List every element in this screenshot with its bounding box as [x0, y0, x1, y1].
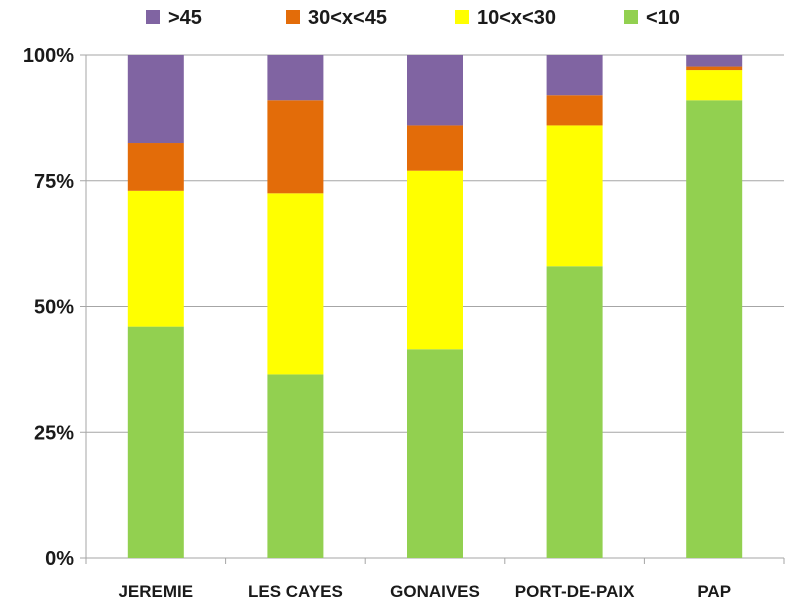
bar-segment: [127, 55, 184, 144]
bar-segment: [546, 266, 603, 558]
legend-swatch: [286, 10, 300, 24]
bar-segment: [267, 55, 324, 101]
bar-segment: [686, 66, 743, 71]
y-tick-label: 25%: [34, 422, 74, 444]
bar-segment: [407, 170, 463, 350]
legend-swatch: [455, 10, 469, 24]
legend-swatch: [146, 10, 160, 24]
bars: [127, 55, 743, 559]
y-tick-label: 100%: [23, 45, 74, 67]
bar-segment: [546, 125, 603, 267]
bar-segment: [267, 100, 324, 194]
y-tick-label: 0%: [45, 548, 74, 570]
legend: >45 30<x<45 10<x<30 <10: [146, 7, 680, 29]
category-label: PAP: [697, 582, 731, 601]
bar-segment: [686, 100, 743, 559]
bar-segment: [546, 55, 603, 96]
legend-swatch: [624, 10, 638, 24]
bar-segment: [686, 70, 743, 101]
bar-segment: [127, 190, 184, 327]
category-label: GONAIVES: [390, 582, 480, 601]
legend-label: 30<x<45: [308, 7, 387, 29]
bar-segment: [407, 125, 463, 171]
legend-label: 10<x<30: [477, 7, 556, 29]
bar-segment: [407, 349, 463, 558]
bar-segment: [127, 143, 184, 191]
legend-label: <10: [646, 7, 680, 29]
y-tick-labels: 0% 25% 50% 75% 100%: [23, 45, 74, 570]
bar-segment: [546, 95, 603, 126]
bar-segment: [407, 55, 463, 126]
category-label: LES CAYES: [248, 582, 343, 601]
bar-segment: [267, 193, 324, 375]
bar-segment: [127, 326, 184, 558]
category-label: JEREMIE: [118, 582, 193, 601]
y-tick-label: 50%: [34, 297, 74, 319]
bar-segment: [267, 374, 324, 558]
bar-segment: [686, 55, 743, 67]
category-label: PORT-DE-PAIX: [515, 582, 635, 601]
legend-label: >45: [168, 7, 202, 29]
y-tick-label: 75%: [34, 171, 74, 193]
category-labels: JEREMIE LES CAYES GONAIVES PORT-DE-PAIX PAP: [118, 582, 731, 601]
